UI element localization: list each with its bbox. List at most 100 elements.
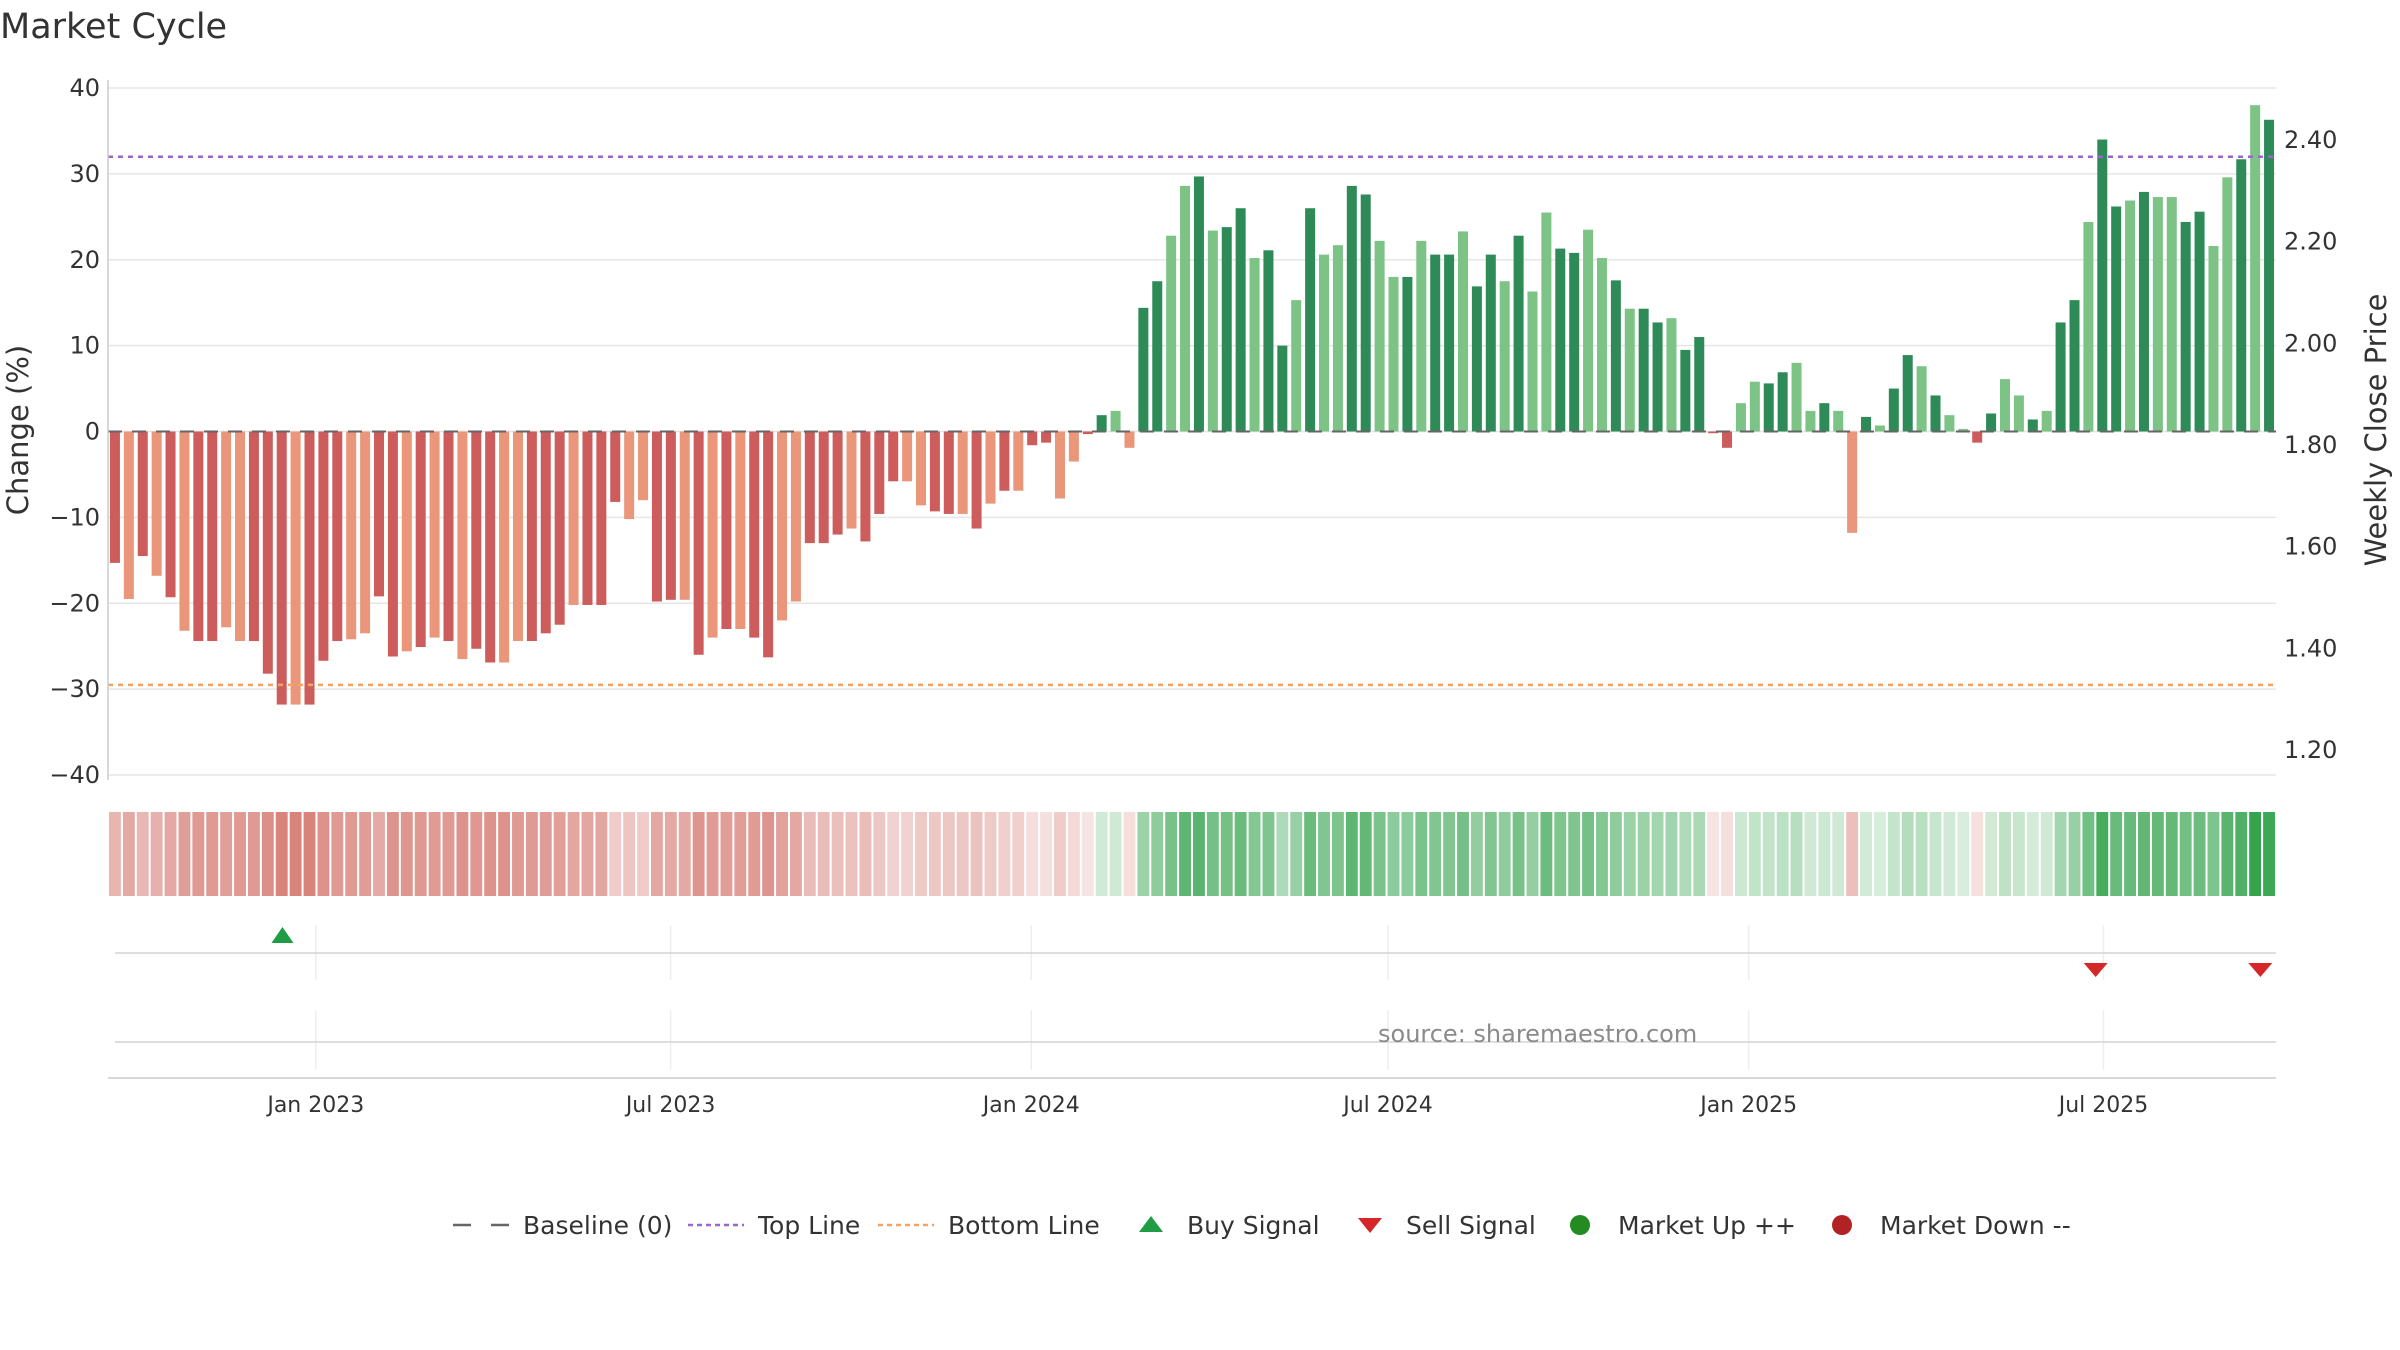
legend-label: Buy Signal (1187, 1211, 1320, 1240)
bar (1013, 431, 1024, 491)
strip-cell (1832, 812, 1845, 896)
red-dot-icon (1832, 1215, 1852, 1235)
strip-cell (1721, 812, 1733, 896)
strip-cell (512, 812, 524, 896)
strip-cell (1873, 812, 1886, 896)
legend-label: Market Up ++ (1618, 1211, 1796, 1240)
strip-cell (1443, 812, 1456, 896)
strip-cell (2068, 812, 2081, 896)
strip-cell (942, 812, 955, 896)
strip-cell (1276, 812, 1289, 896)
strip-cell (1679, 812, 1692, 896)
strip-cell (1929, 812, 1942, 896)
strip-cell (1415, 812, 1428, 896)
bar (1485, 254, 1496, 432)
strip-cell (1179, 812, 1191, 896)
y-tick-label: 0 (85, 418, 100, 446)
strip-cell (845, 812, 858, 896)
strip-cell (1040, 812, 1053, 896)
bar (2152, 197, 2163, 432)
bar (999, 431, 1010, 491)
heat-strip (109, 812, 2275, 896)
bar (1124, 431, 1135, 448)
strip-cell (1165, 812, 1178, 896)
bar (1791, 362, 1802, 432)
strip-cell (1123, 812, 1136, 896)
sell-signal-marker (2083, 963, 2108, 977)
strip-cell (1609, 812, 1622, 896)
strip-cell (720, 812, 733, 896)
bar (2041, 410, 2052, 432)
strip-cell (261, 812, 274, 896)
bar (1708, 431, 1719, 434)
bar (179, 431, 190, 631)
bar (471, 431, 482, 649)
strip-cell (1026, 812, 1039, 896)
bar (1374, 240, 1385, 432)
legend-label: Sell Signal (1406, 1211, 1536, 1240)
bar (1360, 194, 1371, 432)
bar (582, 431, 593, 605)
strip-cell (525, 812, 538, 896)
y2-tick-label: 2.00 (2284, 329, 2337, 357)
x-tick-label: Jan 2023 (265, 1093, 364, 1118)
bar (1235, 208, 1246, 432)
bar (2194, 211, 2205, 432)
bar (707, 431, 718, 638)
x-tick-label: Jul 2023 (624, 1093, 716, 1118)
bar (2208, 246, 2219, 432)
source-credit: source: sharemaestro.com (1378, 1020, 1697, 1048)
green-dot-icon (1570, 1215, 1590, 1235)
bar (1972, 431, 1983, 443)
axes: 40 30 20 10 0 −10 −20 −30 −40 2.40 2.20 2.00 1.80 1.6… (49, 74, 2337, 1118)
bar (1180, 185, 1191, 432)
y2-tick-label: 1.80 (2284, 431, 2337, 459)
strip-cell (400, 812, 413, 896)
bar (1735, 403, 1746, 432)
bar (1916, 366, 1927, 432)
legend-label: Top Line (757, 1211, 860, 1240)
strip-cell (776, 812, 788, 896)
legend: Baseline (0) Top Line Bottom Line Buy Signa… (453, 1211, 2071, 1240)
strip-cell (678, 812, 691, 896)
strip-cell (581, 812, 594, 896)
bar (1332, 245, 1343, 432)
strip-cell (1318, 812, 1330, 896)
bar (1666, 318, 1677, 432)
strip-cell (1012, 812, 1025, 896)
bar (971, 431, 982, 529)
strip-cell (1790, 812, 1803, 896)
y-tick-label: −10 (49, 503, 100, 531)
strip-cell (595, 812, 608, 896)
bar (2236, 159, 2247, 432)
strip-cell (1985, 812, 1998, 896)
bar (1902, 355, 1913, 432)
strip-cell (428, 812, 441, 896)
strip-cell (2249, 812, 2262, 896)
strip-cell (1526, 812, 1539, 896)
bar (2125, 200, 2136, 432)
strip-cell (1054, 812, 1066, 896)
bar (401, 431, 412, 652)
strip-cell (734, 812, 747, 896)
strip-cell (1651, 812, 1664, 896)
bar (1527, 291, 1538, 432)
strip-cell (1234, 812, 1247, 896)
strip-cell (567, 812, 580, 896)
legend-label: Baseline (0) (523, 1211, 672, 1240)
bar (1388, 276, 1399, 432)
bar (1583, 229, 1594, 432)
bar (832, 431, 843, 535)
strip-cell (234, 812, 246, 896)
bar (638, 431, 649, 501)
bar (2027, 419, 2038, 432)
strip-cell (1804, 812, 1817, 896)
bar (457, 431, 468, 660)
bar (1819, 403, 1830, 432)
legend-label: Market Down -- (1880, 1211, 2071, 1240)
x-tick-label: Jul 2024 (1341, 1093, 1433, 1118)
bar (665, 431, 676, 600)
strip-cell (1665, 812, 1678, 896)
bar (1986, 413, 1997, 432)
bar (1068, 431, 1079, 462)
